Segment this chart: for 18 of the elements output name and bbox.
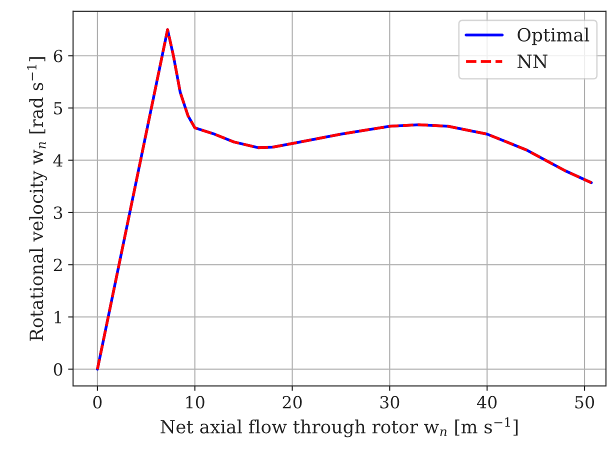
y-tick-label: 5 (54, 102, 62, 115)
x-tick-label: 50 (575, 396, 594, 409)
x-tick-label: 30 (380, 396, 400, 409)
y-tick-label: 3 (54, 206, 62, 220)
x-tick-label: 0 (93, 396, 102, 409)
y-axis-title: Rotational velocity w$_{n}$ [rad s$^{−1}$] (26, 57, 47, 341)
x-tick-label: 40 (477, 396, 497, 409)
x-tick-label: 20 (282, 396, 302, 409)
x-tick-label: 10 (186, 396, 204, 409)
line-series (96, 28, 593, 371)
legend-label: NN (518, 54, 548, 68)
legend-label: Optimal (518, 28, 590, 46)
y-tick-label: 1 (54, 310, 61, 324)
y-tick-label: 6 (54, 50, 62, 62)
y-tick-label: 2 (54, 258, 62, 272)
y-tick-label: 0 (54, 363, 62, 376)
y-tick-label: 4 (53, 154, 63, 167)
x-axis-title: Net axial flow through rotor w$_{n}$ [m s$^{−1}$] (160, 417, 518, 438)
